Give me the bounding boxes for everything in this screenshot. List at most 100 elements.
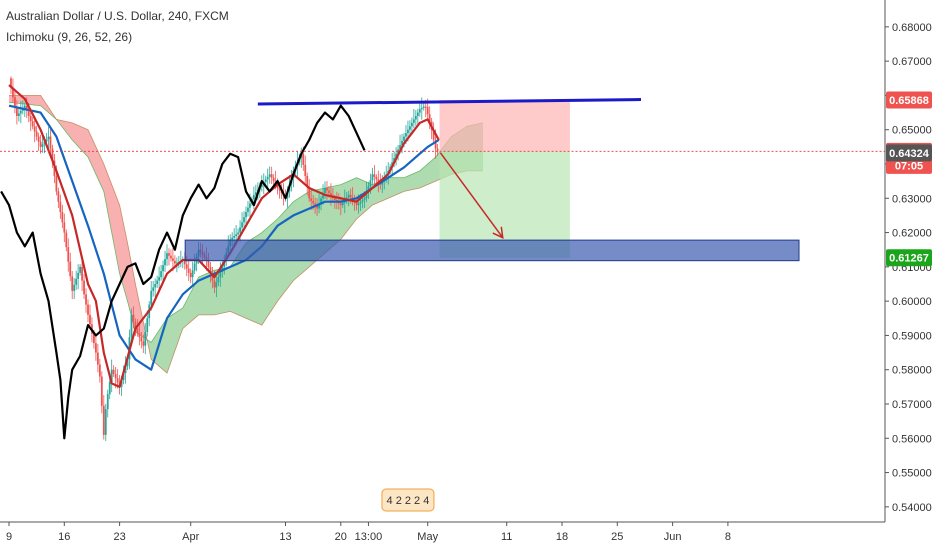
- candle-body: [14, 97, 16, 107]
- candle-body: [333, 198, 336, 200]
- price-tag-label: 0.65868: [889, 95, 929, 107]
- x-tick-label: 13:00: [355, 531, 383, 543]
- candle-body: [312, 200, 315, 204]
- candle-body: [371, 174, 374, 181]
- candle-body: [183, 260, 186, 265]
- candle-body: [185, 264, 188, 269]
- candle-body: [75, 278, 78, 285]
- candle-body: [168, 253, 170, 256]
- support-zone: [184, 239, 800, 262]
- candle-body: [254, 192, 257, 195]
- candle-body: [365, 192, 368, 199]
- y-tick-label: 0.63000: [892, 193, 932, 205]
- candle-body: [162, 265, 164, 272]
- candle-body: [369, 180, 372, 187]
- ichimoku-cloud: [8, 95, 484, 374]
- candle-body: [217, 277, 220, 283]
- candle-body: [407, 129, 409, 134]
- candle-body: [166, 253, 168, 260]
- candle-body: [55, 176, 58, 192]
- y-tick-label: 0.58000: [892, 365, 932, 377]
- candle-body: [349, 194, 352, 198]
- candle-body: [247, 207, 249, 212]
- candle-body: [130, 314, 133, 338]
- candle-body: [363, 198, 366, 200]
- candle-body: [85, 294, 87, 305]
- candle-body: [19, 110, 22, 114]
- candle-body: [124, 366, 127, 374]
- candle-body: [146, 318, 149, 332]
- candle-body: [16, 106, 18, 116]
- candle-body: [47, 136, 50, 140]
- candle-body: [341, 202, 344, 206]
- candle-body: [260, 184, 263, 188]
- candle-body: [170, 255, 172, 259]
- x-tick-label: May: [417, 531, 438, 543]
- candle-body: [65, 232, 68, 248]
- candle-body: [93, 333, 95, 344]
- candle-body: [152, 287, 155, 291]
- y-tick-label: 0.54000: [892, 502, 932, 514]
- candle-body: [359, 201, 362, 204]
- candle-body: [122, 373, 125, 380]
- candle-body: [314, 203, 317, 206]
- candle-body: [102, 405, 105, 435]
- cloud-bear-area: [58, 119, 148, 341]
- candle-body: [77, 272, 80, 279]
- x-tick-label: 23: [113, 531, 125, 543]
- candle-body: [316, 206, 318, 209]
- events-badge: [381, 488, 435, 512]
- candle-body: [414, 116, 417, 120]
- events-label: 4 2 2 2 4: [387, 495, 430, 507]
- candle-body: [114, 374, 117, 379]
- candle-body: [233, 236, 236, 238]
- candle-body: [401, 140, 403, 146]
- candle-body: [241, 222, 243, 228]
- candle-body: [318, 203, 320, 209]
- indicator-lines: [0, 84, 440, 440]
- candle-body: [10, 78, 12, 88]
- candle-body: [51, 148, 54, 161]
- candle-body: [418, 109, 421, 113]
- candle-body: [434, 139, 437, 149]
- candle-body: [239, 227, 241, 233]
- candle-body: [339, 203, 342, 206]
- candle-body: [39, 141, 42, 147]
- candle-body: [253, 194, 255, 200]
- candle-body: [144, 332, 147, 346]
- price-tag-label: 0.64324: [889, 148, 930, 160]
- candle-body: [395, 153, 397, 158]
- candle-body: [71, 276, 74, 291]
- candle-body: [403, 136, 405, 141]
- candle-body: [249, 203, 251, 208]
- candle-body: [412, 119, 415, 123]
- conversion-line: [8, 84, 440, 388]
- y-tick-label: 0.62000: [892, 228, 932, 240]
- candle-body: [45, 139, 48, 142]
- x-tick-label: 16: [58, 531, 70, 543]
- candle-body: [268, 174, 271, 177]
- candle-body: [375, 176, 378, 180]
- candle-body: [266, 176, 269, 180]
- candle-body: [436, 148, 439, 152]
- base-line: [8, 104, 440, 371]
- y-tick-label: 0.60000: [892, 296, 932, 308]
- candle-body: [231, 237, 234, 240]
- x-tick-label: 13: [279, 531, 291, 543]
- candle-body: [98, 364, 101, 377]
- candle-body: [23, 105, 26, 109]
- candle-body: [215, 282, 218, 288]
- candle-body: [87, 304, 89, 315]
- candle-body: [29, 116, 32, 122]
- candle-body: [150, 290, 153, 305]
- price-tag-bg: [886, 144, 932, 162]
- candle-body: [420, 107, 423, 110]
- candle-body: [278, 188, 281, 191]
- candle-body: [308, 187, 311, 199]
- candle-body: [108, 381, 111, 395]
- indicator-legend[interactable]: Ichimoku (9, 26, 52, 26): [6, 30, 133, 44]
- candle-body: [330, 193, 332, 196]
- candle-body: [424, 106, 427, 108]
